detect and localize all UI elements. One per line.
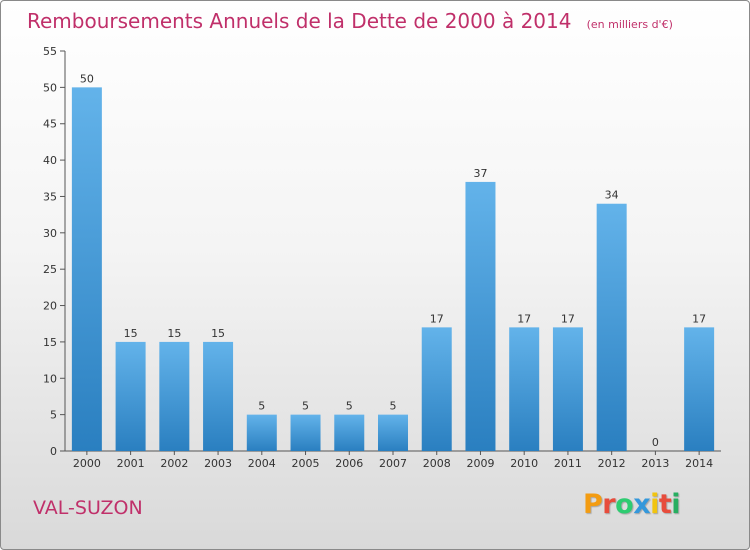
y-tick-label: 35 <box>43 190 57 203</box>
chart-subtitle: (en milliers d'€) <box>586 18 673 31</box>
y-tick-label: 25 <box>43 263 57 276</box>
bar-2006 <box>334 414 365 451</box>
logo-letter: P <box>583 489 603 520</box>
bar-2005 <box>290 414 321 451</box>
x-tick-label: 2003 <box>204 457 232 470</box>
value-label-2003: 15 <box>211 327 225 340</box>
x-tick-label: 2004 <box>248 457 276 470</box>
logo-letter: r <box>602 489 616 520</box>
logo-letter: x <box>633 489 651 520</box>
value-label-2001: 15 <box>124 327 138 340</box>
bar-2007 <box>378 414 408 451</box>
x-tick-label: 2005 <box>292 457 320 470</box>
y-tick-label: 15 <box>43 336 57 349</box>
x-tick-label: 2011 <box>554 457 582 470</box>
bar-2010 <box>509 327 540 451</box>
value-label-2011: 17 <box>561 312 575 325</box>
value-label-2009: 37 <box>473 167 487 180</box>
bar-2002 <box>159 341 190 451</box>
bar-2012 <box>596 203 627 451</box>
x-tick-label: 2001 <box>117 457 145 470</box>
proxiti-logo[interactable]: Proxiti <box>583 489 681 520</box>
value-label-2007: 5 <box>390 400 397 413</box>
x-tick-label: 2007 <box>379 457 407 470</box>
logo-letter: i <box>671 489 681 520</box>
x-tick-label: 2008 <box>423 457 451 470</box>
bar-2000 <box>71 87 102 451</box>
y-tick-label: 0 <box>50 445 57 458</box>
value-label-2014: 17 <box>692 312 706 325</box>
value-label-2008: 17 <box>430 312 444 325</box>
commune-name: VAL-SUZON <box>33 497 143 519</box>
bar-2004 <box>246 414 277 451</box>
bar-2008 <box>421 327 452 451</box>
x-tick-label: 2009 <box>466 457 494 470</box>
y-tick-label: 20 <box>43 300 57 313</box>
value-label-2005: 5 <box>302 400 309 413</box>
value-label-2002: 15 <box>167 327 181 340</box>
title-line: Remboursements Annuels de la Dette de 20… <box>27 9 673 33</box>
bar-2009 <box>465 181 496 451</box>
value-label-2006: 5 <box>346 400 353 413</box>
logo-letter: i <box>650 489 659 520</box>
x-tick-label: 2010 <box>510 457 538 470</box>
logo-letter: o <box>615 489 634 520</box>
y-tick-label: 10 <box>43 372 57 385</box>
x-tick-label: 2000 <box>73 457 101 470</box>
y-tick-label: 45 <box>43 118 57 131</box>
value-label-2012: 34 <box>605 189 619 202</box>
value-label-2000: 50 <box>80 72 94 85</box>
y-tick-label: 30 <box>43 227 57 240</box>
bar-2011 <box>552 327 583 451</box>
bars: 50 15 15 15 5 5 5 5 17 37 17 17 34 0 17 <box>71 72 715 451</box>
x-tick-label: 2013 <box>641 457 669 470</box>
value-label-2013: 0 <box>652 436 659 449</box>
logo-letter: t <box>658 489 672 520</box>
y-tick-label: 55 <box>43 45 57 58</box>
x-tick-label: 2014 <box>685 457 713 470</box>
value-label-2010: 17 <box>517 312 531 325</box>
y-tick-label: 5 <box>50 409 57 422</box>
y-tick-label: 50 <box>43 81 57 94</box>
x-tick-label: 2006 <box>335 457 363 470</box>
bar-2014 <box>684 327 715 451</box>
value-label-2004: 5 <box>258 400 265 413</box>
x-tick-label: 2012 <box>598 457 626 470</box>
y-tick-label: 40 <box>43 154 57 167</box>
x-tick-label: 2002 <box>160 457 188 470</box>
chart-title: Remboursements Annuels de la Dette de 20… <box>27 9 572 33</box>
bar-2001 <box>115 341 146 451</box>
bar-2003 <box>203 341 234 451</box>
